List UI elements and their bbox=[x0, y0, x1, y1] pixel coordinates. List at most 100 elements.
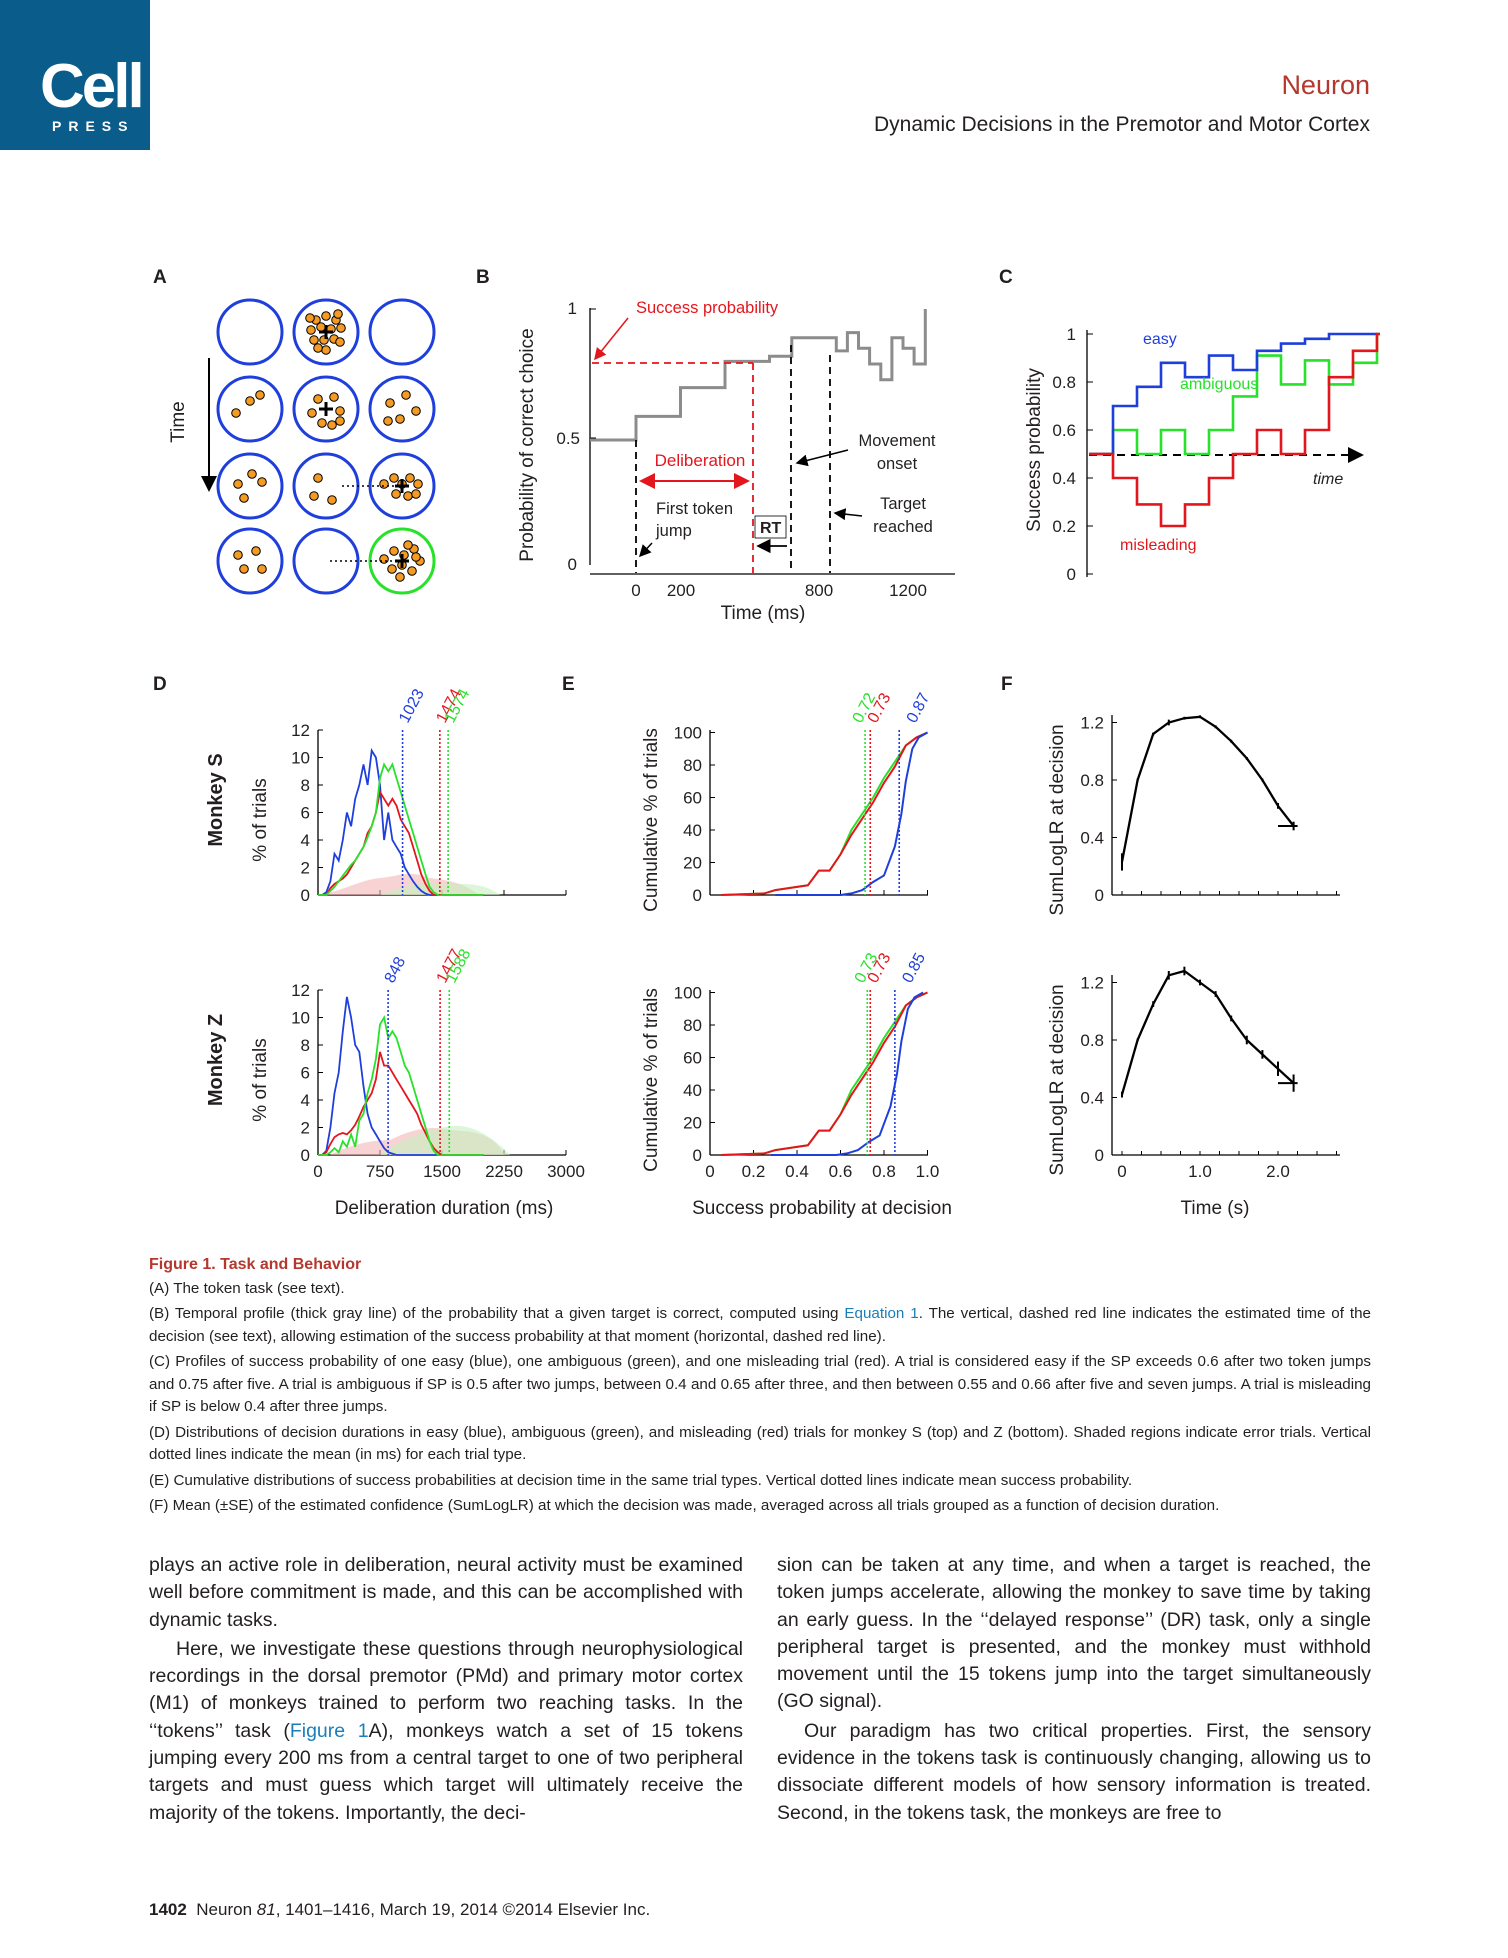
tick-label: 0.2 bbox=[1052, 517, 1076, 536]
confidence-line bbox=[1120, 715, 1295, 863]
central-target-circle bbox=[292, 527, 360, 595]
target-circle bbox=[216, 452, 284, 520]
tick-label: 0 bbox=[1095, 1146, 1104, 1165]
tick-label: 0 bbox=[1095, 886, 1104, 905]
tick-label: 2 bbox=[301, 1119, 310, 1138]
f-xlabel: Time (s) bbox=[1181, 1198, 1250, 1219]
cross-icon bbox=[319, 325, 333, 339]
token-dot bbox=[329, 392, 339, 402]
tick-label: 20 bbox=[683, 1114, 702, 1133]
token-dot bbox=[389, 546, 399, 556]
tick-label: 0.2 bbox=[742, 1162, 766, 1181]
caption-d: (D) Distributions of decision durations … bbox=[149, 1423, 1371, 1464]
token-dot bbox=[317, 418, 327, 428]
b-target-arrow bbox=[833, 508, 863, 521]
tick-label: 0.4 bbox=[1080, 1089, 1104, 1108]
caption-a: (A) The token task (see text). bbox=[149, 1279, 345, 1297]
body-paragraph: Our paradigm has two critical properties… bbox=[777, 1719, 1371, 1824]
ambiguous-distribution bbox=[318, 1015, 484, 1156]
caption-b-text-end: . The vertical, dashed red line indicate… bbox=[149, 1305, 1371, 1345]
confidence-line bbox=[1120, 969, 1295, 1095]
mean-label: 0.85 bbox=[899, 950, 929, 986]
tick-label: 4 bbox=[301, 831, 310, 850]
token-dot bbox=[391, 489, 401, 499]
tick-label: 4 bbox=[301, 1091, 310, 1110]
cross-icon bbox=[395, 554, 409, 568]
easy-distribution bbox=[318, 747, 484, 896]
d-ylabel-z: % of trials bbox=[250, 1038, 271, 1121]
token-dot bbox=[411, 552, 421, 562]
panel-f: SumLogLR at decision SumLogLR at decisio… bbox=[1047, 714, 1340, 1219]
tick-label: 80 bbox=[683, 756, 702, 775]
token-dot bbox=[233, 479, 243, 489]
body-text: A), monkeys watch a set of 15 tokens jum… bbox=[149, 1719, 743, 1824]
panel-label-b: B bbox=[476, 267, 490, 288]
logo-cell: Cell bbox=[40, 52, 145, 121]
token-dot bbox=[255, 390, 265, 400]
body-text: Here, we investigate these questions thr… bbox=[149, 1637, 743, 1742]
body-paragraph: plays an active role in deliberation, ne… bbox=[149, 1554, 743, 1631]
panel-label-d: D bbox=[153, 674, 167, 695]
f-ylabel-z: SumLogLR at decision bbox=[1047, 984, 1068, 1175]
target-circle bbox=[216, 527, 284, 595]
token-dot bbox=[321, 345, 331, 355]
tick-label: 0 bbox=[301, 1146, 310, 1165]
tick-label: 100 bbox=[674, 724, 702, 743]
token-dot bbox=[257, 564, 267, 574]
token-dot bbox=[411, 406, 421, 416]
time-axis-label: Time bbox=[168, 401, 189, 443]
tick-label: 0.8 bbox=[872, 1162, 896, 1181]
c-misleading-line bbox=[1089, 332, 1380, 528]
b-xtick-1200: 1200 bbox=[889, 581, 927, 600]
caption-f: (F) Mean (±SE) of the estimated confiden… bbox=[149, 1497, 1220, 1514]
mean-label: 0.87 bbox=[904, 690, 934, 726]
tick-label: 0.8 bbox=[1080, 771, 1104, 790]
token-dot bbox=[327, 495, 337, 505]
tick-label: 20 bbox=[683, 854, 702, 873]
footer-volume: 81 bbox=[256, 1900, 276, 1919]
tick-label: 2250 bbox=[485, 1162, 523, 1181]
token-dot bbox=[389, 473, 399, 483]
token-dot bbox=[239, 493, 249, 503]
tick-label: 0.6 bbox=[829, 1162, 853, 1181]
token-dot bbox=[313, 473, 323, 483]
running-head: Dynamic Decisions in the Premotor and Mo… bbox=[873, 113, 1370, 136]
footer-journal: Neuron bbox=[196, 1900, 253, 1919]
tick-label: 750 bbox=[366, 1162, 394, 1181]
token-dot bbox=[333, 309, 343, 319]
easy-cumulative bbox=[770, 991, 924, 1156]
tick-label: 0.6 bbox=[1052, 421, 1076, 440]
panel-b: 0 0.5 1 0 200 800 1200 Time (ms) Probabi… bbox=[517, 299, 955, 624]
b-annot-target-2: reached bbox=[873, 518, 933, 536]
tick-label: 1 bbox=[1067, 325, 1076, 344]
token-dot bbox=[306, 325, 316, 335]
equation-1-link[interactable]: Equation 1 bbox=[844, 1305, 919, 1322]
c-label-easy: easy bbox=[1143, 331, 1177, 348]
misleading-cumulative bbox=[720, 991, 928, 1156]
b-annot-movement-2: onset bbox=[877, 455, 918, 473]
token-dot bbox=[335, 406, 345, 416]
b-annot-first-token-2: jump bbox=[655, 522, 692, 540]
e-xlabel: Success probability at decision bbox=[692, 1198, 952, 1219]
token-dot bbox=[309, 491, 319, 501]
b-movement-arrow bbox=[795, 449, 849, 467]
tick-label: 40 bbox=[683, 821, 702, 840]
tick-label: 60 bbox=[683, 789, 702, 808]
token-dot bbox=[231, 408, 241, 418]
tick-label: 2 bbox=[301, 859, 310, 878]
b-ytick-1: 1 bbox=[568, 299, 577, 318]
footer-citation: , 1401–1416, March 19, 2014 ©2014 Elsevi… bbox=[275, 1900, 651, 1919]
figure-1-link[interactable]: Figure 1 bbox=[289, 1719, 369, 1742]
token-dot bbox=[257, 477, 267, 487]
b-ytick-05: 0.5 bbox=[556, 429, 580, 448]
tick-label: 6 bbox=[301, 1064, 310, 1083]
tick-label: 40 bbox=[683, 1081, 702, 1100]
token-dot bbox=[413, 479, 423, 489]
caption-title: Figure 1. Task and Behavior bbox=[149, 1256, 362, 1273]
token-dot bbox=[379, 554, 389, 564]
b-success-curve bbox=[590, 309, 927, 442]
tick-label: 0 bbox=[693, 1146, 702, 1165]
token-dot bbox=[233, 550, 243, 560]
c-yticks: 0 0.2 0.4 0.6 0.8 1 bbox=[1052, 325, 1093, 584]
